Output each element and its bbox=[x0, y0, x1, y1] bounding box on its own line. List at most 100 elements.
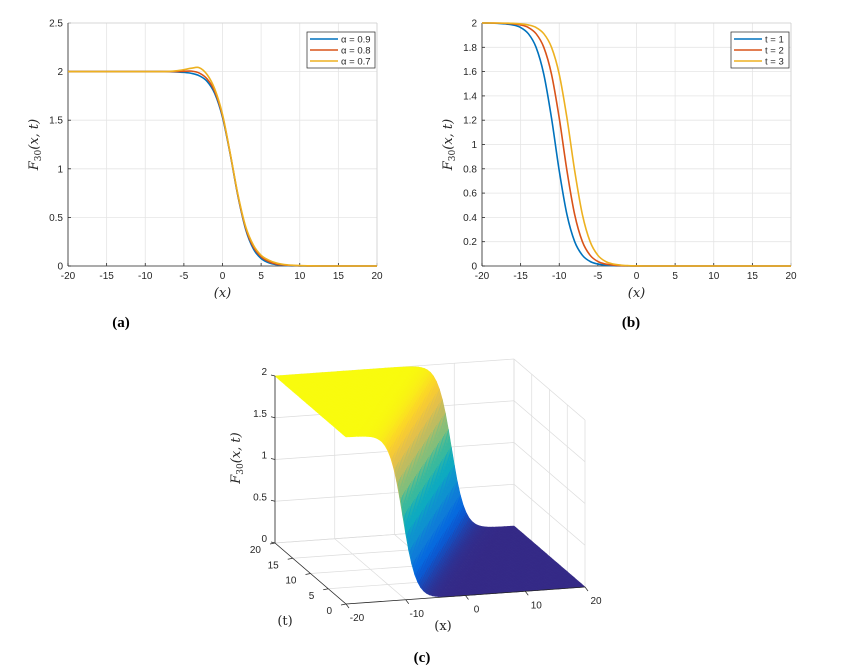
y-tick-label: 1.2 bbox=[463, 116, 477, 127]
x-tick-label: -10 bbox=[552, 271, 567, 282]
y-tick-label: 2 bbox=[471, 19, 477, 30]
t-tick bbox=[287, 557, 293, 560]
x-tick-label: -10 bbox=[410, 609, 425, 620]
x-tick-label: 10 bbox=[294, 271, 306, 282]
z-tick-label: 2 bbox=[261, 367, 267, 378]
z-axis-label: F30(x, t) bbox=[229, 432, 246, 484]
t-tick-label: 0 bbox=[326, 606, 332, 617]
t-tick-label: 5 bbox=[309, 591, 315, 602]
label-sub: 30 bbox=[236, 463, 246, 475]
y-tick-label: 1.5 bbox=[49, 116, 63, 127]
t-tick-label: 10 bbox=[285, 576, 297, 587]
x-tick-label: -20 bbox=[475, 271, 490, 282]
x-tick-label: 20 bbox=[785, 271, 797, 282]
label-args: (x, t) bbox=[441, 119, 456, 150]
t-tick bbox=[305, 573, 311, 575]
z-tick-label: 0 bbox=[261, 534, 267, 545]
x-tick-label: -15 bbox=[99, 271, 114, 282]
y-tick-label: 0.6 bbox=[463, 189, 477, 200]
legend-entry: t = 2 bbox=[765, 46, 784, 57]
x-tick-label: 5 bbox=[672, 271, 678, 282]
z-tick-label: 0.5 bbox=[253, 492, 267, 503]
x-tick bbox=[345, 603, 350, 609]
legend-entry: α = 0.8 bbox=[341, 46, 371, 57]
t-tick bbox=[340, 603, 347, 606]
legend: t = 1t = 2t = 3 bbox=[730, 31, 790, 69]
z-tick-label: 1 bbox=[261, 451, 267, 462]
t-tick bbox=[323, 588, 329, 591]
x-tick-label: 5 bbox=[258, 271, 264, 282]
x-tick bbox=[584, 586, 589, 592]
legend-entry: t = 1 bbox=[765, 35, 784, 46]
y-tick-label: 0.2 bbox=[463, 237, 477, 248]
y-axis-label: F30(x, t) bbox=[441, 119, 458, 171]
x-tick-label: -10 bbox=[138, 271, 153, 282]
label-sub: 30 bbox=[34, 149, 44, 161]
x-tick-label: -20 bbox=[61, 271, 76, 282]
x-axis-label: (x) bbox=[628, 286, 645, 301]
legend-entry: α = 0.7 bbox=[341, 57, 371, 68]
x-tick-label: 20 bbox=[371, 271, 383, 282]
y-tick-label: 1.6 bbox=[463, 67, 477, 78]
x-axis-label: (x) bbox=[434, 619, 451, 634]
label-main: F bbox=[27, 160, 42, 171]
surface-mesh bbox=[274, 366, 586, 598]
z-tick-label: 1.5 bbox=[253, 409, 267, 420]
t-tick-label: 15 bbox=[268, 560, 280, 571]
y-tick-label: 1.8 bbox=[463, 43, 477, 54]
x-tick-label: 20 bbox=[590, 596, 602, 607]
y-tick-label: 2.5 bbox=[49, 19, 63, 30]
t-axis-label: (t) bbox=[277, 614, 292, 629]
label-args: (x, t) bbox=[27, 119, 42, 150]
label-sub: 30 bbox=[448, 149, 458, 161]
x-tick-label: -5 bbox=[179, 271, 188, 282]
y-tick-label: 0.4 bbox=[463, 213, 477, 224]
legend-entry: α = 0.9 bbox=[341, 35, 371, 46]
t-tick bbox=[269, 542, 276, 545]
legend: α = 0.9α = 0.8α = 0.7 bbox=[306, 31, 376, 69]
y-tick-label: 1 bbox=[57, 164, 63, 175]
label-main: F bbox=[441, 160, 456, 171]
y-tick-label: 2 bbox=[57, 67, 63, 78]
x-tick-label: 0 bbox=[220, 271, 226, 282]
x-tick-label: -15 bbox=[513, 271, 528, 282]
caption: (a) bbox=[112, 315, 130, 331]
back-wall-gridline bbox=[274, 483, 515, 502]
x-tick-label: 10 bbox=[708, 271, 720, 282]
y-tick-label: 1 bbox=[471, 140, 477, 151]
x-tick-label: 15 bbox=[333, 271, 345, 282]
z-tick bbox=[270, 416, 276, 419]
series-line-2 bbox=[68, 66, 377, 267]
label-args: (x, t) bbox=[229, 432, 244, 463]
x-tick bbox=[524, 591, 529, 596]
x-tick-label: 0 bbox=[474, 605, 480, 616]
z-tick bbox=[270, 499, 276, 502]
caption: (c) bbox=[414, 650, 431, 666]
label-main: F bbox=[229, 474, 244, 485]
y-tick-label: 0 bbox=[57, 262, 63, 273]
z-tick bbox=[270, 458, 276, 460]
line-chart-b: -20 -15 -10 -5 0 5 10 15 20 0 0.2 0.4 0.6 0.8 1 1.2 1.4 1… bbox=[441, 19, 797, 332]
x-tick-label: 15 bbox=[747, 271, 759, 282]
caption: (b) bbox=[622, 315, 640, 331]
x-tick-label: -5 bbox=[593, 271, 602, 282]
x-tick-label: 0 bbox=[634, 271, 640, 282]
y-tick-label: 0.8 bbox=[463, 164, 477, 175]
y-tick-label: 0 bbox=[471, 262, 477, 273]
z-tick bbox=[270, 374, 276, 377]
t-tick-label: 20 bbox=[250, 545, 262, 556]
floor-gridline bbox=[334, 538, 406, 601]
y-tick-label: 0.5 bbox=[49, 213, 63, 224]
x-tick bbox=[465, 595, 469, 600]
x-tick-label: -20 bbox=[350, 613, 365, 624]
legend-entry: t = 3 bbox=[765, 57, 784, 68]
y-axis-label: F30(x, t) bbox=[27, 119, 44, 171]
y-tick-label: 1.4 bbox=[463, 91, 477, 102]
x-tick bbox=[405, 599, 410, 604]
x-tick-label: 10 bbox=[531, 600, 543, 611]
series-line-2 bbox=[482, 22, 791, 267]
x-axis-label: (x) bbox=[214, 286, 231, 301]
